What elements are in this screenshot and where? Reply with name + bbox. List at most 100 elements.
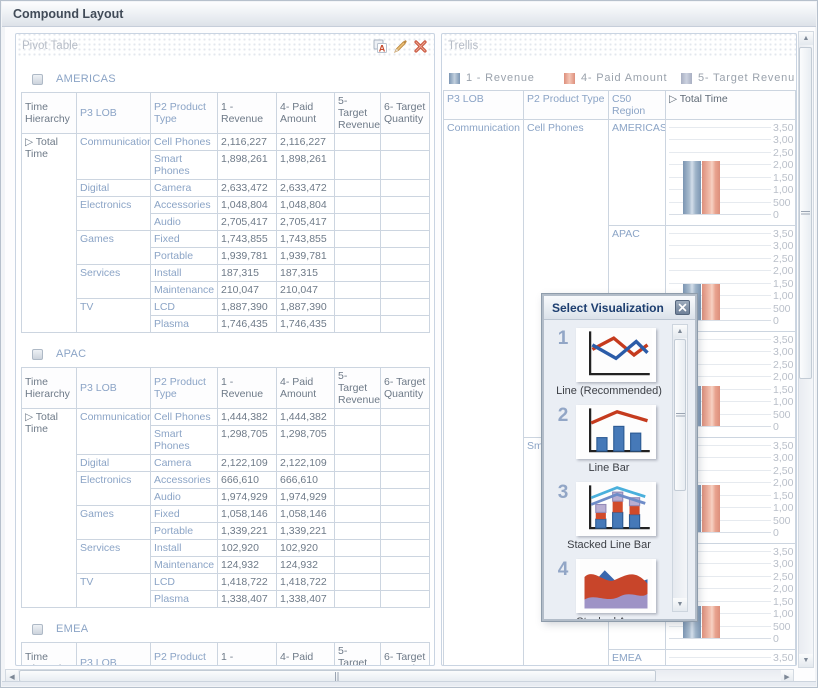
- pivot-product-cell[interactable]: Cell Phones: [150, 133, 218, 151]
- pivot-product-cell[interactable]: Smart Phones: [150, 425, 218, 455]
- visualization-option-line-bar[interactable]: 2 Line Bar: [550, 399, 668, 476]
- pivot-lob-cell[interactable]: Electronics: [76, 196, 151, 231]
- pivot-lob-cell[interactable]: Services: [76, 539, 151, 574]
- pivot-product-cell[interactable]: Audio: [150, 488, 218, 506]
- trellis-column-header[interactable]: C50 Region: [608, 90, 666, 120]
- chart-gridline: [669, 563, 771, 565]
- scroll-down-icon[interactable]: ▼: [799, 654, 813, 667]
- trellis-lob-cell[interactable]: Communication: [443, 119, 524, 665]
- chart-gridline: [669, 376, 771, 378]
- pivot-lob-cell[interactable]: Electronics: [76, 471, 151, 506]
- y-axis-tick-label: 2,50: [773, 146, 794, 159]
- visualization-option-row: 2: [550, 405, 668, 459]
- dialog-scroll-up-icon[interactable]: ▲: [673, 325, 687, 338]
- trellis-column-header[interactable]: P2 Product Type: [523, 90, 609, 120]
- pivot-lob-cell[interactable]: Services: [76, 264, 151, 299]
- pivot-column-header[interactable]: P3 LOB: [76, 642, 151, 665]
- pivot-product-cell[interactable]: Camera: [150, 179, 218, 197]
- trellis-column-header[interactable]: P3 LOB: [443, 90, 524, 120]
- pivot-lob-cell[interactable]: TV: [76, 573, 151, 608]
- pivot-product-cell[interactable]: Portable: [150, 522, 218, 540]
- section-collapse-icon[interactable]: [32, 348, 43, 360]
- pivot-product-cell[interactable]: Cell Phones: [150, 408, 218, 426]
- visualization-option-stacked-area[interactable]: 4 Stacked Area: [550, 553, 668, 619]
- scroll-right-icon[interactable]: ▶: [781, 670, 793, 683]
- pivot-section-header: APAC: [32, 348, 429, 360]
- visualization-option-stacked-line-bar[interactable]: 3 Stacked Line Bar: [550, 476, 668, 553]
- vertical-scrollbar-thumb[interactable]: [799, 47, 812, 379]
- y-axis-tick-label: 500: [773, 514, 791, 527]
- horizontal-scrollbar[interactable]: ◀ ▶: [5, 669, 794, 684]
- pivot-target-revenue-cell: [334, 425, 381, 455]
- section-collapse-icon[interactable]: [32, 73, 43, 85]
- pivot-lob-cell[interactable]: Games: [76, 505, 151, 540]
- visualization-option-line-recommended[interactable]: 1 Line (Recommended): [550, 322, 668, 399]
- pivot-product-cell[interactable]: Audio: [150, 213, 218, 231]
- pivot-product-cell[interactable]: Install: [150, 539, 218, 557]
- pivot-product-cell[interactable]: LCD: [150, 298, 218, 316]
- pivot-product-cell[interactable]: Camera: [150, 454, 218, 472]
- y-axis-tick-label: 2,00: [773, 265, 794, 278]
- layout-content: Pivot Table A AMERICAS Time Hierarchy P3 L…: [5, 27, 815, 684]
- dialog-scroll-down-icon[interactable]: ▼: [673, 598, 687, 611]
- pivot-column-header[interactable]: P3 LOB: [76, 92, 151, 134]
- vertical-scrollbar[interactable]: ▲ ▼: [798, 31, 814, 668]
- y-axis-tick-label: 3,00: [773, 134, 794, 147]
- pivot-time-cell[interactable]: ▷ Total Time: [21, 408, 77, 608]
- pivot-product-cell[interactable]: Portable: [150, 247, 218, 265]
- chart-gridline: [669, 482, 771, 484]
- stacked-area-chart-icon: [576, 559, 656, 613]
- scroll-left-icon[interactable]: ◀: [6, 670, 18, 683]
- pivot-product-cell[interactable]: Fixed: [150, 505, 218, 523]
- pivot-product-cell[interactable]: Accessories: [150, 196, 218, 214]
- pivot-column-header[interactable]: P2 Product Type: [150, 92, 218, 134]
- pivot-product-cell[interactable]: Plasma: [150, 315, 218, 333]
- pivot-column-header[interactable]: P2 Product Type: [150, 642, 218, 665]
- pivot-product-cell[interactable]: LCD: [150, 573, 218, 591]
- dialog-scrollbar-thumb[interactable]: [674, 339, 686, 491]
- pivot-revenue-cell: 666,610: [217, 471, 277, 489]
- pivot-product-cell[interactable]: Install: [150, 264, 218, 282]
- paid-amount-bar: [702, 606, 720, 638]
- pivot-toolbar: A: [373, 39, 428, 54]
- pivot-column-header[interactable]: P2 Product Type: [150, 367, 218, 409]
- visualization-label: Stacked Line Bar: [567, 539, 651, 551]
- legend-item: 5- Target Revenu: [681, 72, 795, 84]
- pivot-lob-cell[interactable]: Games: [76, 230, 151, 265]
- pivot-column-header: Time Hierarchy: [21, 367, 77, 409]
- pivot-target-revenue-cell: [334, 213, 381, 231]
- pivot-lob-cell[interactable]: Communication: [76, 408, 151, 455]
- pivot-product-cell[interactable]: Fixed: [150, 230, 218, 248]
- format-headings-icon[interactable]: A: [373, 39, 388, 54]
- pivot-row: Games Fixed 1,058,146 1,058,146: [22, 505, 430, 540]
- edit-pencil-icon[interactable]: [393, 39, 408, 54]
- pivot-product-cell[interactable]: Plasma: [150, 590, 218, 608]
- pivot-column-header: 6- Target Quantity: [380, 367, 430, 409]
- pivot-lob-cell[interactable]: Digital: [76, 454, 151, 472]
- pivot-product-cell[interactable]: Smart Phones: [150, 150, 218, 180]
- pivot-target-quantity-cell: [380, 150, 430, 180]
- section-collapse-icon[interactable]: [32, 623, 43, 635]
- pivot-lob-cell[interactable]: Digital: [76, 179, 151, 197]
- pivot-time-cell[interactable]: ▷ Total Time: [21, 133, 77, 333]
- trellis-row: Communication Cell Phones AMERICAS 3,50 3,00…: [443, 119, 796, 665]
- scrollbar-grip: [801, 210, 810, 216]
- pivot-revenue-cell: 2,633,472: [217, 179, 277, 197]
- scroll-up-icon[interactable]: ▲: [799, 32, 813, 45]
- pivot-product-cell[interactable]: Maintenance: [150, 281, 218, 299]
- trellis-region-cell[interactable]: EMEA: [608, 649, 666, 665]
- pivot-product-cell[interactable]: Maintenance: [150, 556, 218, 574]
- pivot-column-header[interactable]: P3 LOB: [76, 367, 151, 409]
- y-axis-tick-label: 500: [773, 620, 791, 633]
- pivot-product-cell[interactable]: Accessories: [150, 471, 218, 489]
- pivot-row: Services Install 187,315 187,315: [22, 264, 430, 299]
- delete-x-icon[interactable]: [413, 39, 428, 54]
- y-axis-tick-label: 1,50: [773, 171, 794, 184]
- pivot-lob-cell[interactable]: TV: [76, 298, 151, 333]
- pivot-revenue-cell: 124,932: [217, 556, 277, 574]
- trellis-region-cell[interactable]: AMERICAS: [608, 119, 666, 226]
- pivot-lob-cell[interactable]: Communication: [76, 133, 151, 180]
- dialog-close-button[interactable]: [675, 300, 690, 315]
- dialog-scrollbar[interactable]: ▲ ▼: [672, 324, 688, 612]
